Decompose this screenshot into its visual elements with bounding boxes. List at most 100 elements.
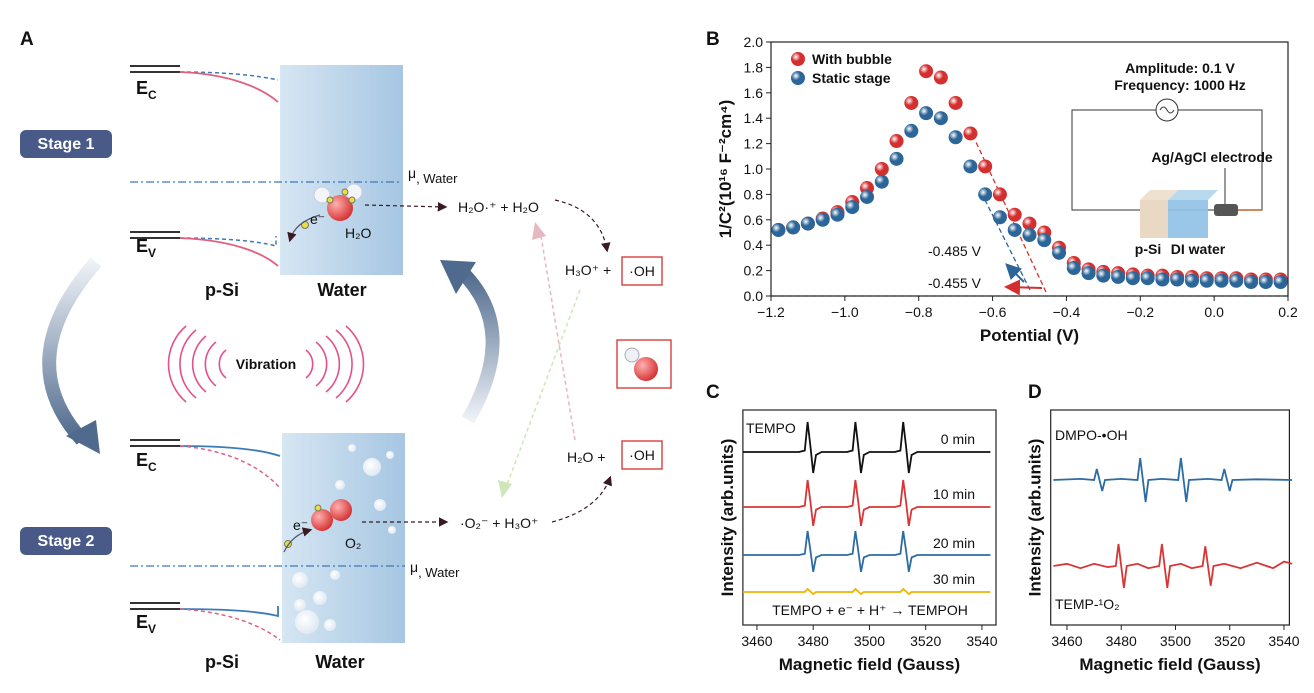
- radical-box: [621, 440, 663, 470]
- atom: [624, 347, 640, 363]
- data-point: [889, 151, 904, 166]
- x-tick-label: −0.4: [1053, 304, 1081, 320]
- data-point: [963, 126, 978, 141]
- data-point: [933, 111, 948, 126]
- bubble: [386, 451, 394, 459]
- legend-marker: [791, 52, 805, 66]
- data-point: [1184, 273, 1199, 288]
- x-tick-label: −0.8: [905, 304, 933, 320]
- data-point: [948, 130, 963, 145]
- inset-text: Amplitude: 0.1 V: [1125, 60, 1235, 76]
- inset-text: p-Si: [1135, 241, 1161, 257]
- x-tick-label: 3500: [854, 633, 885, 649]
- spectrum-line: [742, 530, 991, 572]
- annotation: -0.485 V: [928, 243, 982, 259]
- data-point: [1273, 275, 1288, 290]
- atom: [634, 357, 658, 381]
- transfer-link: [539, 229, 576, 441]
- link-arrowhead: [532, 222, 546, 240]
- data-point: [919, 106, 934, 121]
- data-point: [874, 162, 889, 176]
- data-point: [1258, 275, 1273, 290]
- data-point: [904, 95, 919, 110]
- atom: [311, 509, 333, 531]
- ev-main: E: [136, 612, 148, 632]
- spectrum-line: [742, 421, 991, 474]
- bubble: [295, 610, 319, 634]
- x-tick-label: 3540: [1268, 633, 1299, 649]
- x-tick-label: 3480: [1106, 633, 1137, 649]
- bubble: [335, 480, 345, 490]
- y-tick-label: 0.0: [744, 288, 764, 304]
- data-point: [1037, 233, 1052, 248]
- y-axis-label: 1/C²(10¹⁶ F⁻²cm⁴): [716, 100, 735, 239]
- mu-main: μ: [410, 559, 418, 575]
- ev-main: E: [136, 236, 148, 256]
- spectrum-line: [742, 479, 991, 527]
- data-point: [992, 210, 1007, 225]
- stage-label: Stage 1: [38, 136, 95, 153]
- radical-box: [621, 256, 663, 286]
- x-tick-label: 0.2: [1278, 304, 1298, 320]
- series-label: 30 min: [933, 571, 975, 587]
- data-point: [1199, 273, 1214, 288]
- psi-label: p-Si: [205, 652, 239, 672]
- band-bend: [179, 445, 281, 489]
- panel-label: B: [706, 29, 720, 50]
- panel-label: C: [706, 382, 720, 403]
- y-tick-label: 1.6: [744, 85, 764, 101]
- y-tick-label: 1.0: [744, 161, 764, 177]
- data-point: [904, 123, 919, 138]
- panel-label: D: [1028, 382, 1042, 403]
- x-tick-label: −0.2: [1126, 304, 1154, 320]
- cycle-arrowhead: [440, 260, 476, 294]
- x-axis-label: Magnetic field (Gauss): [779, 655, 960, 674]
- reaction-arrow: [551, 475, 612, 523]
- inset-text: Frequency: 1000 Hz: [1114, 77, 1246, 93]
- transfer-link: [504, 289, 581, 491]
- legend-label: Static stage: [812, 70, 891, 86]
- ev-label: EV: [136, 612, 156, 636]
- electron-label: e⁻: [293, 517, 308, 533]
- data-point: [978, 187, 993, 202]
- psi-label: p-Si: [205, 280, 239, 300]
- data-point: [786, 220, 801, 235]
- bubble: [294, 599, 306, 611]
- intercept-arrow: [1004, 279, 1043, 296]
- ec-sub: C: [148, 460, 157, 474]
- data-point: [1214, 273, 1229, 288]
- y-tick-label: 0.6: [744, 212, 764, 228]
- water-region: [282, 433, 405, 643]
- ec-label: EC: [136, 450, 157, 474]
- bubble: [348, 444, 356, 452]
- annotation: TEMPO + e⁻ + H⁺ → TEMPOH: [772, 602, 968, 618]
- o2-label: O₂: [345, 535, 361, 551]
- x-tick-label: 0.0: [1204, 304, 1224, 320]
- y-tick-label: 0.8: [744, 186, 764, 202]
- data-point: [1229, 273, 1244, 288]
- x-axis-label: Potential (V): [980, 326, 1079, 345]
- x-tick-label: 3460: [1051, 633, 1082, 649]
- data-point: [1007, 222, 1022, 237]
- inset-text: DI water: [1171, 241, 1226, 257]
- water-region: [280, 65, 403, 275]
- band-bend: [179, 237, 279, 267]
- data-point: [978, 159, 993, 174]
- y-tick-label: 0.4: [744, 237, 764, 253]
- data-point: [1111, 269, 1126, 284]
- data-point: [1007, 207, 1022, 222]
- electron-dot: [348, 196, 356, 204]
- x-tick-label: 3460: [741, 633, 772, 649]
- legend-label: With bubble: [812, 51, 892, 67]
- cycle-arrow: [42, 257, 102, 445]
- bubble: [374, 499, 386, 511]
- x-tick-label: 3480: [798, 633, 829, 649]
- cycle-arrow: [456, 267, 500, 424]
- band-bend: [179, 236, 277, 247]
- annotation: TEMPO: [746, 420, 796, 436]
- atom: [313, 186, 331, 204]
- mu-main: μ: [408, 165, 416, 181]
- reaction-arrow: [554, 199, 611, 253]
- ev-sub: V: [148, 246, 156, 260]
- bubble: [324, 619, 336, 631]
